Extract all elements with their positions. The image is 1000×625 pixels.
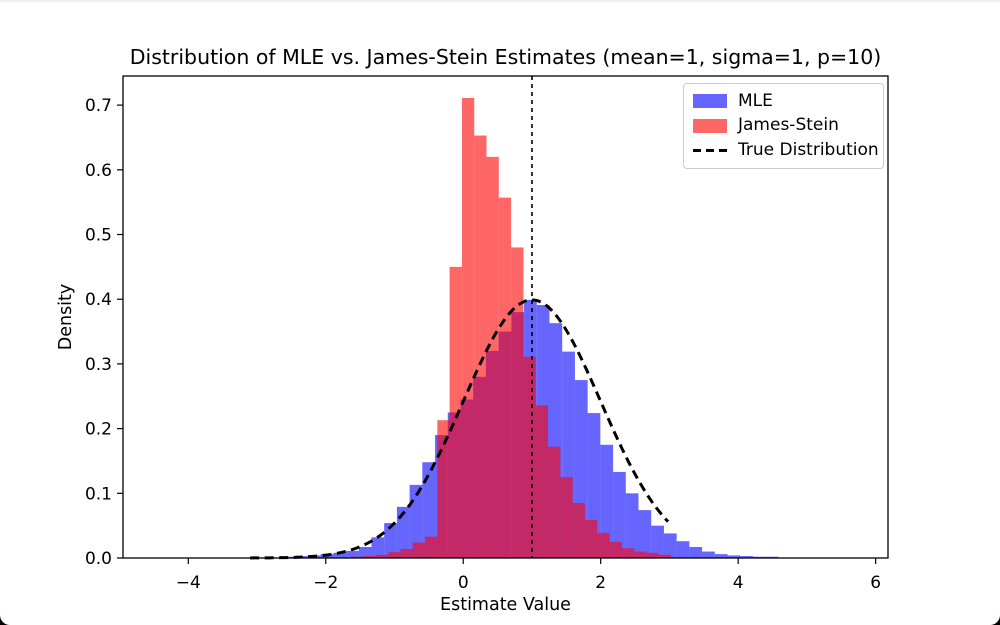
window-corner-bottom-right bbox=[990, 615, 1000, 625]
legend-label-true-distribution: True Distribution bbox=[738, 140, 879, 161]
svg-text:0.6: 0.6 bbox=[85, 161, 112, 181]
legend-swatch-james-stein bbox=[693, 118, 727, 133]
svg-text:0.0: 0.0 bbox=[85, 549, 112, 569]
legend-dashed-line-sample bbox=[693, 149, 727, 153]
svg-text:0.2: 0.2 bbox=[85, 420, 112, 440]
svg-text:−2: −2 bbox=[313, 573, 338, 593]
svg-text:4: 4 bbox=[733, 573, 744, 593]
svg-text:0.4: 0.4 bbox=[85, 290, 112, 310]
svg-text:0.3: 0.3 bbox=[85, 355, 112, 375]
legend-label-james-stein: James-Stein bbox=[738, 115, 839, 136]
y-axis-label: Density bbox=[56, 283, 76, 351]
svg-text:−4: −4 bbox=[176, 573, 201, 593]
svg-text:2: 2 bbox=[595, 573, 606, 593]
legend-label-mle: MLE bbox=[738, 90, 773, 111]
svg-text:0.7: 0.7 bbox=[85, 96, 112, 116]
window-corner-bottom-left bbox=[0, 615, 10, 625]
top-edge bbox=[0, 0, 1000, 2]
legend-entry-mle: MLE bbox=[693, 90, 879, 111]
svg-text:6: 6 bbox=[870, 573, 881, 593]
legend-swatch-mle bbox=[693, 94, 727, 109]
svg-text:0.5: 0.5 bbox=[85, 226, 112, 246]
x-axis-label: Estimate Value bbox=[440, 595, 571, 615]
svg-text:0.1: 0.1 bbox=[85, 484, 112, 504]
chart-title: Distribution of MLE vs. James-Stein Esti… bbox=[129, 45, 882, 69]
legend-entry-james-stein: James-Stein bbox=[693, 117, 879, 134]
legend: MLE James-Stein True Distribution bbox=[683, 83, 884, 169]
legend-entry-true-distribution: True Distribution bbox=[693, 142, 879, 159]
svg-text:0: 0 bbox=[458, 573, 469, 593]
